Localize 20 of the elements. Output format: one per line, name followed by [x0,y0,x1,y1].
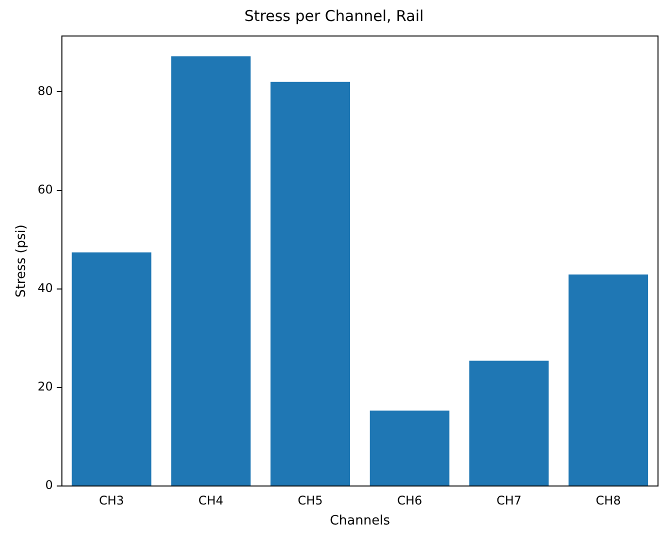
y-tick-label: 0 [45,478,53,492]
x-tick-label: CH5 [298,493,323,508]
y-tick-label: 40 [38,280,53,295]
bar [469,360,549,486]
x-tick-label: CH7 [496,493,522,508]
bar [171,56,251,486]
x-tick-label: CH6 [397,493,422,508]
bar [370,410,450,486]
x-tick-label: CH8 [596,493,621,508]
y-axis-title: Stress (psi) [14,224,30,298]
x-axis-title: Channels [330,514,390,529]
bar [568,274,648,486]
bar [72,252,152,486]
chart-title: Stress per Channel, Rail [244,6,424,25]
y-tick-label: 80 [38,84,53,98]
y-tick-label: 60 [38,182,53,196]
x-tick-label: CH4 [198,493,224,508]
x-tick-label: CH3 [99,493,124,508]
bar [270,82,350,486]
y-tick-label: 20 [38,380,53,394]
